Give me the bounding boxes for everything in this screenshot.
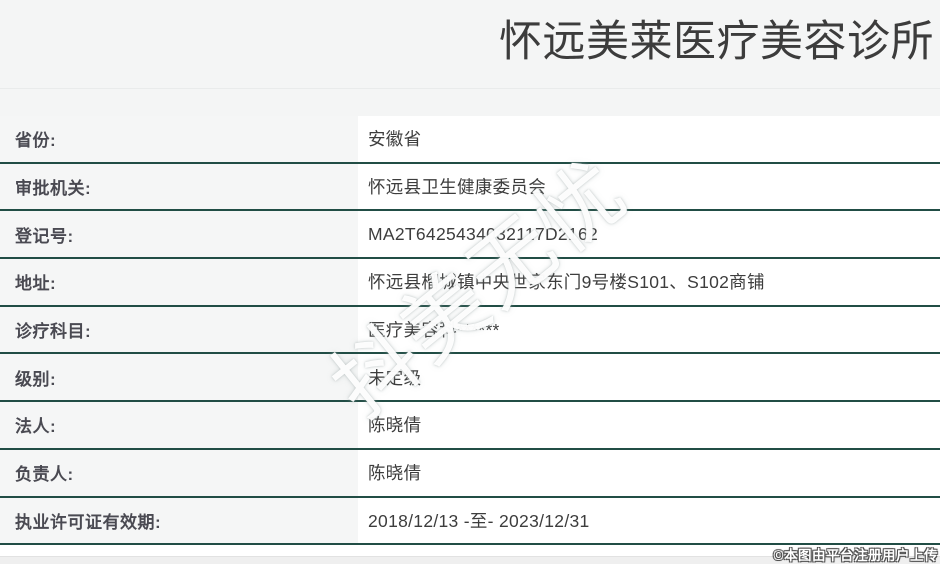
row-value: 怀远县卫生健康委员会: [358, 163, 940, 210]
header-divider: [0, 88, 940, 89]
table-row: 省份: 安徽省: [0, 116, 940, 164]
upload-attribution-watermark: ©本图由平台注册用户上传: [773, 548, 938, 563]
row-label: 诊疗科目:: [0, 306, 358, 353]
row-value: 2018/12/13 -至- 2023/12/31: [358, 497, 940, 544]
row-label: 法人:: [0, 402, 358, 448]
row-label: 负责人:: [0, 449, 358, 496]
license-info-table: 省份: 安徽省 审批机关: 怀远县卫生健康委员会 登记号: MA2T64254340321…: [0, 116, 940, 546]
footer-band: [0, 556, 940, 564]
row-label: 地址:: [0, 259, 358, 305]
table-row: 级别: 未定级: [0, 354, 940, 403]
table-row: 诊疗科目: 医疗美容科******: [0, 306, 940, 355]
row-value: 安徽省: [358, 116, 940, 162]
row-value: 陈晓倩: [358, 402, 940, 448]
table-row: 负责人: 陈晓倩: [0, 449, 940, 498]
row-value: 怀远县榴城镇中央世家东门9号楼S101、S102商铺: [358, 259, 940, 305]
page-header: 怀远美莱医疗美容诊所: [0, 0, 940, 116]
row-value: MA2T6425434032117D2162: [358, 211, 940, 258]
row-label: 级别:: [0, 354, 358, 401]
row-value: 未定级: [358, 354, 940, 401]
table-row: 地址: 怀远县榴城镇中央世家东门9号楼S101、S102商铺: [0, 259, 940, 307]
clinic-title: 怀远美莱医疗美容诊所: [499, 18, 934, 66]
table-row: 登记号: MA2T6425434032117D2162: [0, 211, 940, 260]
table-row: 法人: 陈晓倩: [0, 402, 940, 450]
row-label: 登记号:: [0, 211, 358, 258]
table-row: 执业许可证有效期: 2018/12/13 -至- 2023/12/31: [0, 497, 940, 546]
row-value: 医疗美容科******: [358, 306, 940, 353]
row-value: 陈晓倩: [358, 449, 940, 496]
row-label: 执业许可证有效期:: [0, 497, 358, 544]
table-row: 审批机关: 怀远县卫生健康委员会: [0, 163, 940, 212]
row-label: 省份:: [0, 116, 358, 162]
row-label: 审批机关:: [0, 163, 358, 210]
